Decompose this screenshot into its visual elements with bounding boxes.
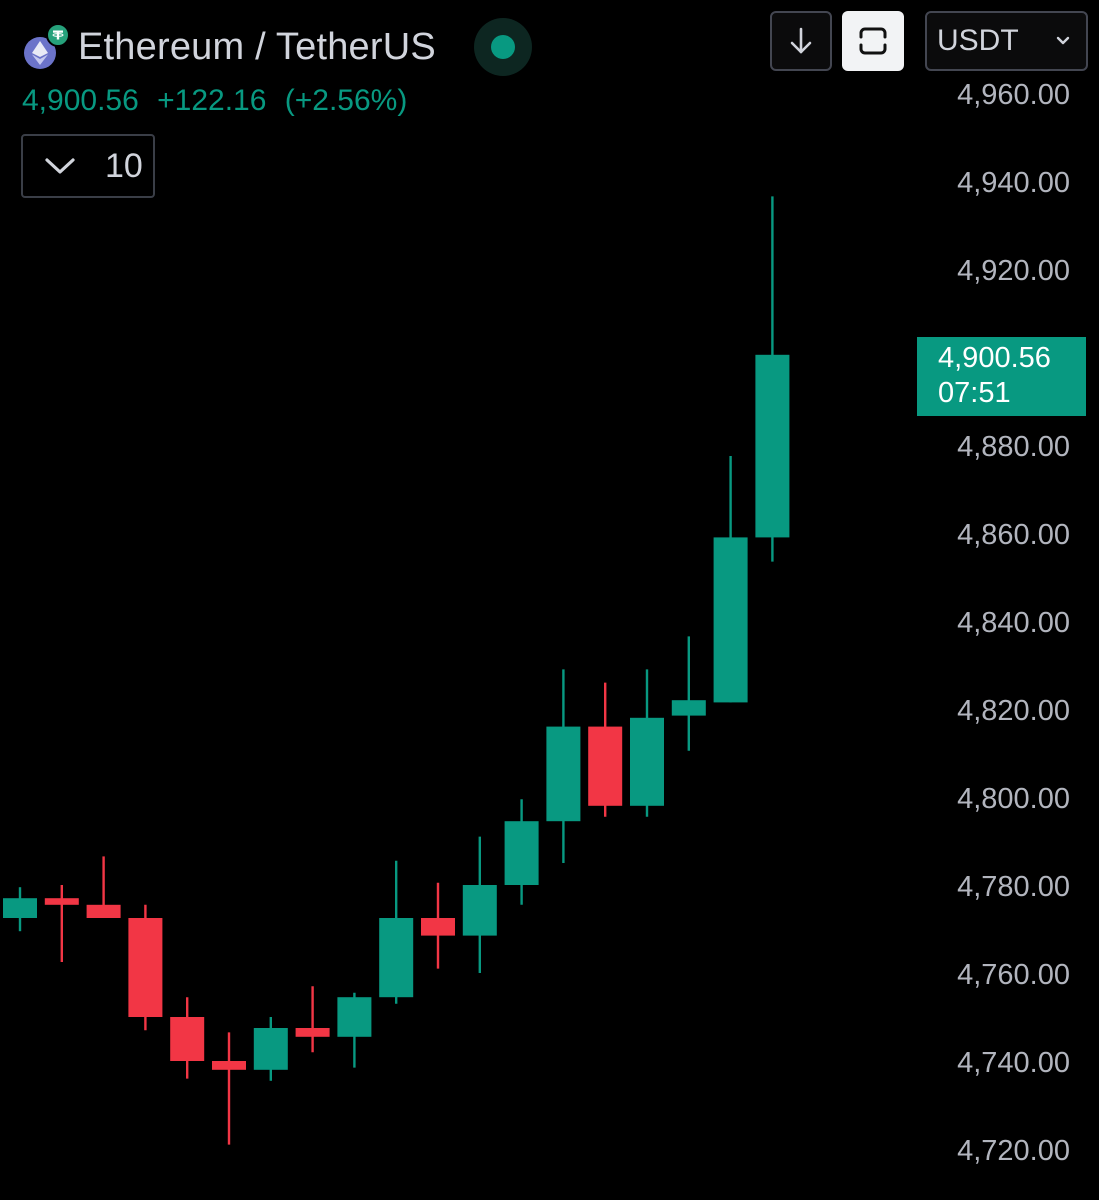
y-tick-label: 4,760.00: [957, 959, 1070, 991]
candle-body[interactable]: [337, 997, 372, 1037]
candle-body[interactable]: [588, 726, 623, 806]
chevron-down-icon: [1056, 36, 1070, 45]
candle-body[interactable]: [212, 1061, 246, 1070]
y-tick-label: 4,860.00: [957, 519, 1070, 551]
last-price: 4,900.56: [22, 84, 139, 117]
candle-body[interactable]: [630, 717, 664, 806]
candle-body[interactable]: [3, 898, 37, 918]
candle-body[interactable]: [504, 821, 539, 885]
candle-body[interactable]: [546, 726, 581, 822]
candle-body[interactable]: [295, 1028, 330, 1037]
frame-icon: [859, 27, 887, 55]
candle-body[interactable]: [253, 1028, 288, 1070]
y-tick-label: 4,720.00: [957, 1135, 1070, 1167]
candle-body[interactable]: [44, 898, 79, 905]
tether-icon: [46, 23, 70, 47]
candle-body[interactable]: [421, 918, 455, 936]
market-status-indicator: [473, 18, 532, 76]
candles-layer: [3, 196, 790, 1145]
candle-countdown: 07:51: [938, 377, 1011, 409]
candle-body[interactable]: [128, 918, 163, 1017]
currency-label: USDT: [937, 24, 1019, 57]
current-price-label: 4,900.56 07:51: [917, 337, 1086, 416]
y-tick-label: 4,840.00: [957, 607, 1070, 639]
candle-body[interactable]: [170, 1017, 205, 1061]
candle-body[interactable]: [713, 537, 748, 703]
currency-dropdown[interactable]: USDT: [925, 11, 1088, 71]
y-tick-label: 4,820.00: [957, 695, 1070, 727]
interval-dropdown[interactable]: 10: [21, 134, 155, 198]
y-tick-label: 4,740.00: [957, 1047, 1070, 1079]
fullscreen-button[interactable]: [842, 11, 904, 71]
candle-body[interactable]: [671, 700, 706, 716]
price-change: +122.16: [157, 84, 267, 117]
market-open-dot: [490, 35, 515, 59]
arrow-down-icon: [790, 27, 812, 54]
download-button[interactable]: [770, 11, 832, 71]
chevron-down-icon: [45, 158, 75, 174]
current-price-value: 4,900.56: [938, 342, 1051, 374]
y-tick-label: 4,940.00: [957, 167, 1070, 199]
candle-body[interactable]: [86, 904, 121, 918]
y-tick-label: 4,780.00: [957, 871, 1070, 903]
y-tick-label: 4,960.00: [957, 79, 1070, 111]
price-summary: 4,900.56 +122.16 (+2.56%): [22, 84, 417, 118]
symbol-header: Ethereum / TetherUS: [20, 18, 532, 76]
y-tick-label: 4,880.00: [957, 431, 1070, 463]
candle-body[interactable]: [755, 354, 790, 538]
pair-title[interactable]: Ethereum / TetherUS: [78, 25, 436, 68]
pair-logo: [20, 21, 70, 73]
candle-body[interactable]: [462, 885, 497, 936]
y-tick-label: 4,920.00: [957, 255, 1070, 287]
price-axis[interactable]: 4,960.00 4,940.00 4,920.00 4,880.00 4,860.00…: [957, 79, 1070, 1167]
y-tick-label: 4,800.00: [957, 783, 1070, 815]
price-change-percent: (+2.56%): [284, 84, 408, 117]
candle-body[interactable]: [379, 918, 414, 998]
interval-value: 10: [105, 146, 143, 185]
